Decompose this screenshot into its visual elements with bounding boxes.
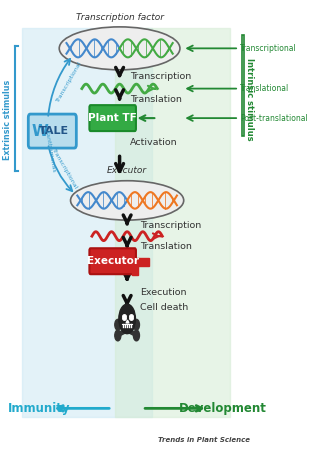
Text: Post-translational: Post-translational <box>240 113 308 122</box>
Circle shape <box>133 330 140 341</box>
Text: Transcriptional: Transcriptional <box>55 61 83 103</box>
FancyBboxPatch shape <box>28 114 76 148</box>
Bar <box>21 28 152 417</box>
Text: Transcription: Transcription <box>130 72 191 81</box>
FancyBboxPatch shape <box>89 248 136 274</box>
Text: Execution: Execution <box>140 288 186 297</box>
Ellipse shape <box>59 27 180 70</box>
Text: Transcriptional: Transcriptional <box>240 44 297 53</box>
Ellipse shape <box>71 181 184 220</box>
Text: TALE: TALE <box>39 126 69 136</box>
Circle shape <box>115 320 121 330</box>
Bar <box>115 28 230 417</box>
Text: Cell death: Cell death <box>140 303 188 312</box>
Bar <box>241 35 244 135</box>
Text: Transcriptional: Transcriptional <box>51 148 79 190</box>
Text: Transcription: Transcription <box>140 220 201 230</box>
Text: Translational: Translational <box>240 84 290 93</box>
Text: Extrinsic stimulus: Extrinsic stimulus <box>3 80 12 160</box>
Circle shape <box>115 330 121 341</box>
Text: Plant TF: Plant TF <box>88 113 137 123</box>
Text: Executor: Executor <box>107 166 147 176</box>
Text: W: W <box>32 124 48 139</box>
Circle shape <box>119 304 135 334</box>
Bar <box>132 264 139 275</box>
Circle shape <box>133 320 140 330</box>
Text: Development: Development <box>179 402 267 415</box>
Text: Xanthomonas: Xanthomonas <box>44 129 57 173</box>
Text: Immunity: Immunity <box>8 402 70 415</box>
Text: Transcription factor: Transcription factor <box>76 13 164 22</box>
FancyBboxPatch shape <box>89 105 136 131</box>
Text: Intrinsic stimulus: Intrinsic stimulus <box>245 58 254 141</box>
Text: Trends in Plant Science: Trends in Plant Science <box>158 437 250 443</box>
Text: Activation: Activation <box>130 138 177 147</box>
Bar <box>135 258 148 266</box>
Text: Executor: Executor <box>87 256 139 266</box>
Text: Translation: Translation <box>130 95 182 104</box>
Text: Translation: Translation <box>140 242 192 251</box>
